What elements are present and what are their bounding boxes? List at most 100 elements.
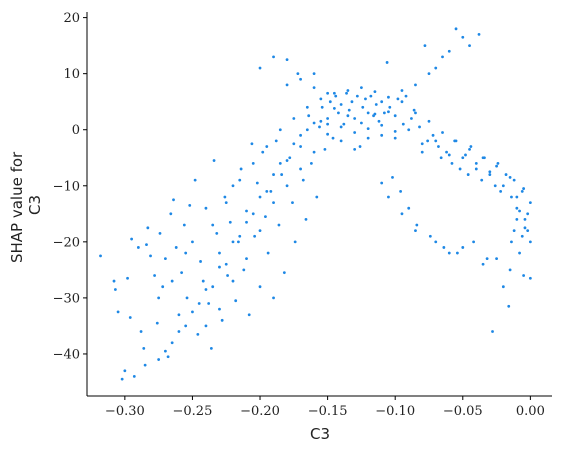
scatter-point [387, 95, 390, 99]
scatter-point [234, 299, 238, 303]
scatter-point [145, 243, 148, 247]
scatter-point [526, 229, 530, 233]
scatter-point [212, 159, 216, 162]
scatter-point [331, 136, 335, 140]
scatter-point [245, 220, 248, 224]
scatter-point [169, 212, 173, 216]
scatter-point [250, 142, 254, 146]
scatter-point [258, 229, 262, 233]
scatter-point [410, 117, 413, 120]
scatter-point [332, 107, 336, 110]
scatter-point [387, 195, 390, 199]
scatter-point [128, 316, 132, 319]
scatter-point [320, 105, 324, 109]
scatter-point [238, 234, 242, 238]
scatter-point [399, 189, 402, 193]
scatter-point [377, 119, 381, 123]
scatter-point [414, 111, 417, 115]
scatter-point [466, 173, 470, 176]
scatter-point [382, 111, 386, 115]
scatter-point [373, 90, 377, 93]
scatter-point [197, 302, 201, 305]
scatter-point [326, 91, 330, 95]
scatter-point [299, 167, 302, 171]
scatter-point [445, 150, 448, 154]
scatter-point [427, 72, 431, 76]
scatter-point [488, 170, 492, 174]
scatter-point [450, 161, 454, 165]
scatter-point [299, 77, 302, 81]
scatter-point [261, 150, 265, 154]
scatter-point [334, 94, 338, 98]
scatter-point [366, 136, 370, 140]
scatter-point [512, 229, 516, 233]
scatter-point [400, 100, 404, 104]
scatter-point [255, 181, 259, 185]
scatter-point [177, 330, 181, 333]
scatter-point [360, 121, 363, 125]
scatter-point [245, 257, 248, 261]
scatter-point [447, 251, 451, 255]
scatter-point [454, 27, 458, 31]
scatter-point [414, 229, 417, 233]
scatter-point [339, 103, 343, 106]
scatter-point [434, 66, 438, 70]
scatter-point [387, 110, 390, 114]
scatter-point [149, 254, 152, 258]
scatter-point [143, 363, 147, 367]
y-axis-label-line-2: C3 [26, 195, 44, 215]
scatter-point [332, 91, 336, 95]
scatter-point [326, 117, 330, 120]
y-axis-label-line-1: SHAP value for [8, 151, 26, 263]
scatter-point [480, 178, 484, 182]
scatter-point [434, 139, 438, 143]
scatter-point [491, 330, 494, 333]
scatter-point [454, 139, 458, 143]
scatter-point [515, 218, 519, 221]
scatter-point [495, 164, 498, 168]
scatter-point [170, 279, 174, 283]
scatter-point [328, 100, 332, 104]
scatter-point [285, 159, 289, 162]
scatter-point [528, 276, 532, 280]
scatter-point [468, 147, 471, 151]
scatter-point [304, 218, 308, 221]
scatter-point [353, 131, 357, 134]
scatter-point [391, 175, 394, 179]
scatter-point [515, 195, 519, 199]
scatter-point [510, 195, 513, 199]
scatter-point [218, 307, 221, 311]
scatter-point [285, 184, 289, 188]
scatter-point [437, 145, 440, 148]
scatter-point [251, 161, 255, 165]
scatter-point [366, 111, 370, 115]
scatter-point [407, 206, 411, 210]
scatter-point [174, 246, 178, 249]
scatter-point [220, 318, 224, 322]
scatter-point [342, 122, 346, 126]
scatter-point [231, 279, 235, 283]
scatter-point [226, 274, 229, 277]
x-tick-label: −0.10 [375, 404, 415, 419]
scatter-point [199, 260, 202, 263]
scatter-point [423, 44, 427, 48]
scatter-point [166, 355, 170, 359]
scatter-point [496, 161, 500, 165]
scatter-point [426, 139, 430, 143]
scatter-point [515, 206, 519, 210]
scatter-point [155, 321, 159, 325]
scatter-point [488, 173, 492, 176]
scatter-point [264, 215, 267, 219]
scatter-point [346, 114, 350, 118]
scatter-point [180, 271, 184, 275]
scatter-point [132, 374, 136, 378]
x-tick-label: −0.30 [105, 404, 145, 419]
scatter-point [207, 302, 211, 305]
scatter-point [439, 156, 443, 160]
y-tick-label: 0 [72, 123, 80, 138]
scatter-point [474, 167, 478, 171]
scatter-point [512, 178, 516, 182]
scatter-point [508, 268, 512, 272]
scatter-point [522, 274, 526, 277]
scatter-point [215, 232, 219, 235]
